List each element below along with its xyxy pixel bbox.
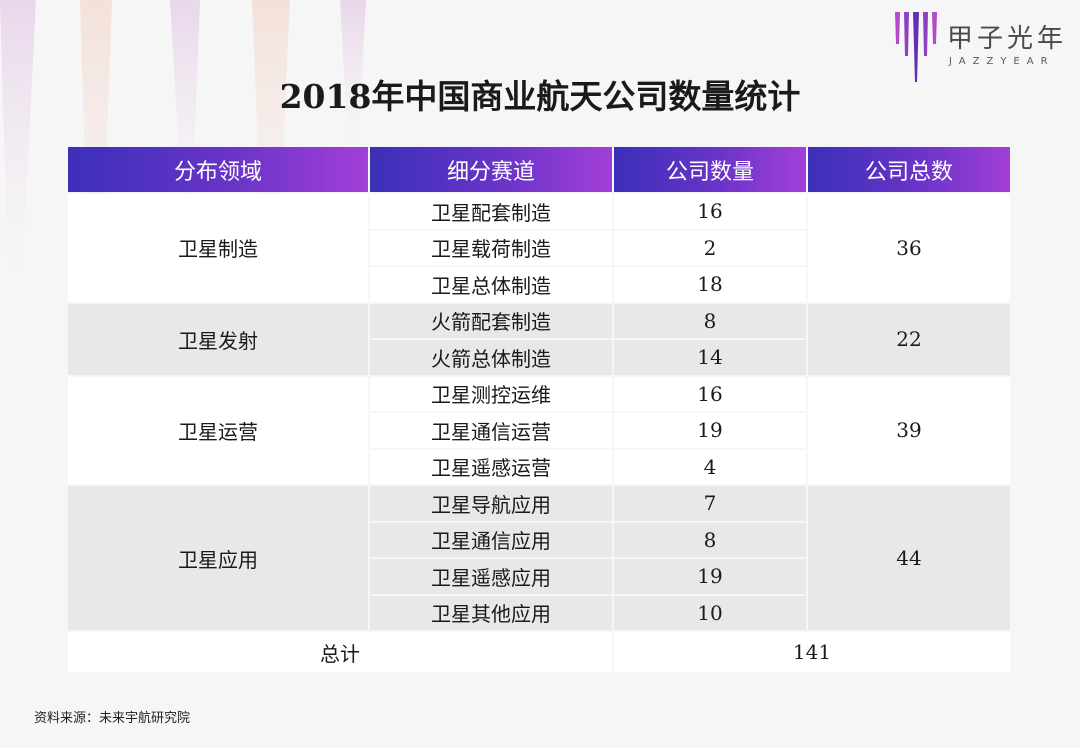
cell-count: 19 — [614, 413, 806, 448]
cell-count: 8 — [614, 522, 806, 557]
cell-domain: 卫星制造 — [68, 194, 368, 302]
stats-table-container: 分布领域 细分赛道 公司数量 公司总数 卫星制造 卫星配套制造 16 36 卫星载荷制造… — [66, 145, 1010, 674]
cell-track: 卫星导航应用 — [370, 486, 612, 521]
cell-count: 8 — [614, 303, 806, 338]
table-row: 卫星其他应用 10 — [68, 595, 1010, 630]
cell-track: 火箭总体制造 — [370, 340, 612, 375]
table-header-row: 分布领域 细分赛道 公司数量 公司总数 — [68, 147, 1010, 192]
cell-count: 14 — [614, 340, 806, 375]
cell-domain: 卫星运营 — [68, 376, 368, 484]
table-row: 卫星制造 卫星配套制造 16 36 — [68, 194, 1010, 302]
header-domain: 分布领域 — [68, 147, 368, 192]
cell-count: 4 — [614, 449, 806, 484]
table-row: 卫星通信运营 19 — [68, 413, 1010, 448]
cell-track: 卫星遥感运营 — [370, 449, 612, 484]
cell-total: 22 — [808, 303, 1010, 375]
cell-track: 卫星配套制造 — [370, 194, 612, 229]
cell-domain: 卫星应用 — [68, 486, 368, 630]
table-row: 卫星应用 卫星导航应用 7 44 — [68, 486, 1010, 630]
stats-table: 分布领域 细分赛道 公司数量 公司总数 卫星制造 卫星配套制造 16 36 卫星载荷制造… — [66, 145, 1012, 674]
page-title: 2018年中国商业航天公司数量统计 — [279, 77, 801, 116]
header-count: 公司数量 — [614, 147, 806, 192]
cell-total: 39 — [808, 376, 1010, 484]
logo-name: 甲子光年 — [947, 24, 1068, 54]
grand-total-value: 141 — [614, 632, 1010, 672]
cell-track: 火箭配套制造 — [370, 303, 612, 338]
table-row: 火箭总体制造 14 — [68, 340, 1010, 375]
source-note: 资料来源：未来宇航研究院 — [34, 711, 191, 726]
table-row: 卫星通信应用 8 — [68, 522, 1010, 557]
cell-domain: 卫星发射 — [68, 303, 368, 375]
table-row: 卫星载荷制造 2 — [68, 230, 1010, 265]
cell-count: 2 — [614, 230, 806, 265]
cell-track: 卫星遥感应用 — [370, 559, 612, 594]
cell-track: 卫星通信应用 — [370, 522, 612, 557]
cell-track: 卫星通信运营 — [370, 413, 612, 448]
cell-count: 16 — [614, 194, 806, 229]
cell-total: 44 — [808, 486, 1010, 630]
table-row: 卫星遥感应用 19 — [68, 559, 1010, 594]
logo-subtitle: JAZZYEAR — [949, 56, 1055, 67]
cell-count: 16 — [614, 376, 806, 411]
cell-count: 7 — [614, 486, 806, 521]
total-row: 总计 141 — [68, 632, 1010, 672]
header-total: 公司总数 — [808, 147, 1010, 192]
header-track: 细分赛道 — [370, 147, 612, 192]
cell-track: 卫星载荷制造 — [370, 230, 612, 265]
table-row: 卫星运营 卫星测控运维 16 39 — [68, 376, 1010, 484]
brand-logo: 甲子光年 JAZZYEAR — [893, 12, 1069, 82]
cell-count: 10 — [614, 595, 806, 630]
cell-track: 卫星总体制造 — [370, 267, 612, 302]
cell-track: 卫星测控运维 — [370, 376, 612, 411]
table-row: 卫星总体制造 18 — [68, 267, 1010, 302]
cell-track: 卫星其他应用 — [370, 595, 612, 630]
cell-count: 18 — [614, 267, 806, 302]
cell-count: 19 — [614, 559, 806, 594]
logo-mark-icon — [895, 12, 937, 82]
grand-total-label: 总计 — [68, 632, 612, 672]
table-row: 卫星发射 火箭配套制造 8 22 — [68, 303, 1010, 375]
cell-total: 36 — [808, 194, 1010, 302]
table-body: 卫星制造 卫星配套制造 16 36 卫星载荷制造 2 卫星总体制造 18 卫星发射 火箭配套制造 8… — [68, 194, 1010, 672]
table-row: 卫星遥感运营 4 — [68, 449, 1010, 484]
